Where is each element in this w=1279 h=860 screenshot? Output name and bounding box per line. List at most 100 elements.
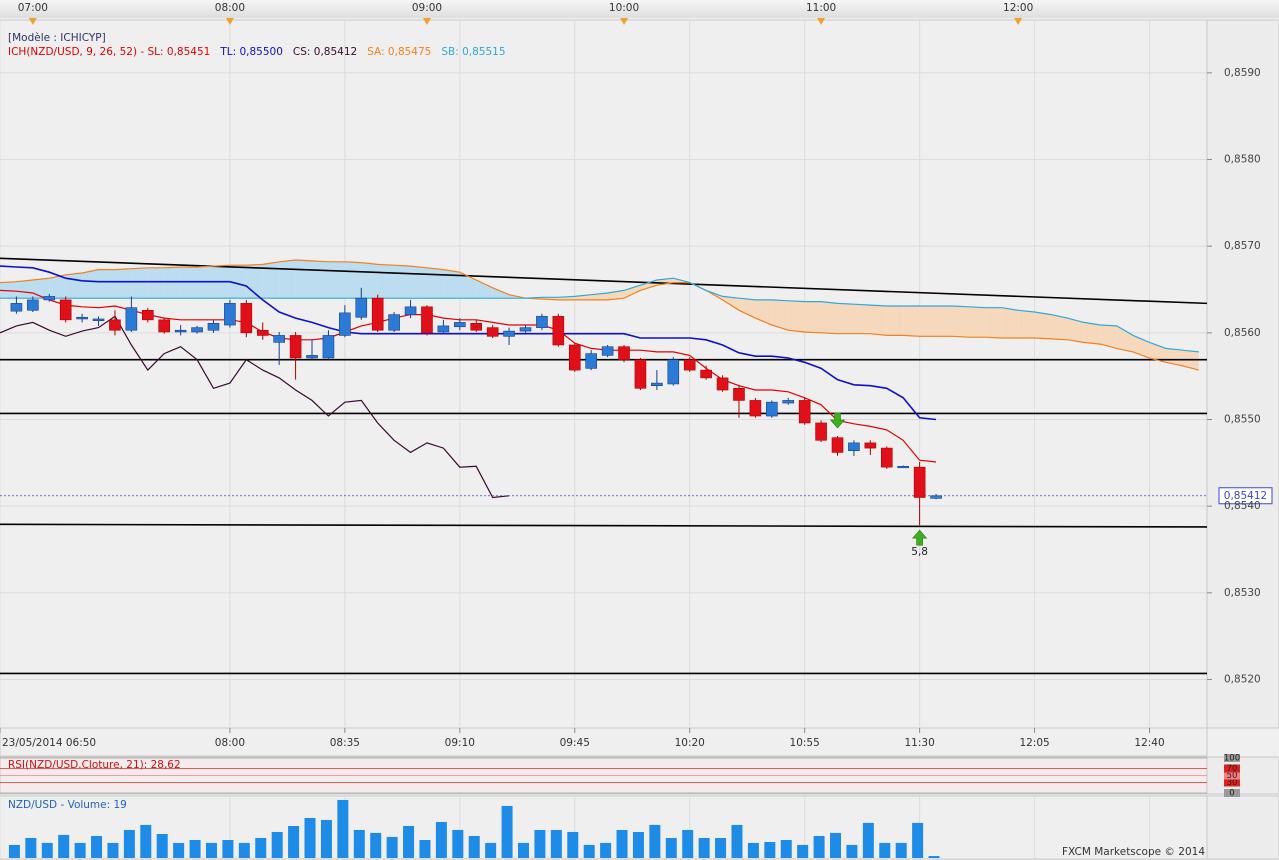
volume-bar	[780, 839, 792, 858]
cloud	[1100, 325, 1117, 349]
cloud	[804, 301, 822, 333]
indicator-line	[0, 289, 937, 463]
volume-bar	[255, 837, 267, 858]
cloud	[16, 279, 33, 299]
candle-body	[158, 319, 171, 333]
cloud	[853, 304, 871, 334]
cloud	[229, 265, 247, 299]
cloud	[755, 299, 772, 326]
cloud	[32, 278, 50, 299]
cloud	[492, 287, 510, 299]
volume-bar	[567, 831, 579, 858]
cloud	[295, 260, 313, 299]
cloud	[985, 307, 1002, 339]
volume-bar	[156, 833, 168, 858]
cloud	[952, 305, 969, 338]
cloud	[377, 264, 395, 299]
candle-body	[848, 442, 860, 451]
candle-body	[125, 307, 138, 331]
cloud	[262, 261, 280, 299]
hour-marker	[28, 18, 37, 25]
volume-bar	[550, 829, 562, 858]
volume-bar	[25, 837, 37, 858]
candle-body	[404, 306, 417, 315]
cloud	[49, 274, 66, 299]
cloud	[1034, 312, 1051, 339]
volume-bar	[846, 844, 858, 858]
rsi-tick-label: 50	[1227, 771, 1238, 781]
model-label: [Modèle : ICHICYP]	[8, 32, 106, 44]
hour-label: 10:00	[609, 2, 639, 14]
volume-bar	[665, 837, 677, 858]
volume-bar	[337, 799, 349, 858]
x-tick-label: 23/05/2014 06:50	[2, 737, 96, 749]
cloud	[180, 266, 198, 299]
y-tick-label: 0,8540	[1224, 500, 1261, 512]
volume-bar	[386, 836, 398, 858]
cloud	[344, 261, 362, 299]
volume-bar	[583, 844, 595, 858]
cloud	[82, 269, 99, 299]
cloud	[164, 266, 181, 299]
rsi-tick-box	[1224, 764, 1240, 773]
indicator-line	[0, 259, 1199, 371]
candle-body	[224, 303, 236, 326]
signal-label: 5,8	[911, 546, 928, 558]
candle-body	[306, 355, 318, 359]
y-tick-label: 0,8590	[1224, 67, 1261, 79]
candle-body	[831, 437, 844, 453]
cloud	[886, 305, 904, 336]
volume-bar	[403, 825, 415, 858]
volume-bar	[485, 842, 497, 858]
volume-bar	[879, 842, 891, 858]
price-label-box	[1218, 487, 1273, 505]
x-tick-label: 10:20	[675, 737, 705, 749]
cloud	[821, 301, 838, 334]
indicator-label: TL: 0,85500	[219, 46, 283, 58]
cloud	[624, 285, 641, 299]
drawn-line	[0, 523, 1207, 528]
candle-body	[371, 297, 384, 331]
plot	[0, 257, 1207, 675]
volume-bar	[123, 829, 135, 858]
cloud	[870, 305, 887, 336]
hour-label: 07:00	[18, 2, 48, 14]
cloud	[394, 265, 411, 299]
candle-body	[930, 495, 942, 499]
candle-body	[10, 303, 23, 312]
cloud	[788, 300, 805, 332]
candle-body	[503, 330, 515, 337]
candle-body	[585, 353, 597, 369]
cloud	[0, 281, 17, 299]
candle-body	[798, 400, 811, 424]
rsi-axis	[1206, 756, 1279, 795]
drawn-line	[0, 257, 1207, 305]
rsi-tick-box	[1224, 771, 1240, 780]
volume-bar	[205, 842, 217, 858]
signal-arrow	[911, 529, 928, 546]
indicator-line	[0, 265, 937, 421]
candle-body	[421, 306, 433, 334]
x-tick-label: 09:45	[560, 737, 590, 749]
candle-body	[109, 319, 121, 331]
indicator-legend: ICH(NZD/USD, 9, 26, 52) - SL: 0,85451 TL:…	[8, 46, 506, 58]
cloud	[312, 260, 329, 299]
cloud	[147, 267, 165, 299]
volume-bar	[731, 824, 743, 858]
candle-body	[733, 387, 745, 401]
volume-bar	[452, 829, 464, 858]
hour-marker	[225, 18, 234, 25]
indicator-label: ICH(NZD/USD, 9, 26, 52) - SL: 0,85451	[8, 46, 210, 58]
volume-bar	[649, 824, 661, 858]
candle-body	[683, 359, 696, 371]
volume-bar	[320, 819, 332, 858]
volume-bar	[895, 842, 907, 858]
candle-body	[782, 400, 795, 404]
cloud	[738, 298, 756, 319]
volume-bar	[468, 835, 480, 858]
cloud	[361, 262, 378, 299]
candle-body	[700, 369, 712, 379]
candle-body	[766, 401, 778, 417]
cloud	[1001, 307, 1019, 339]
